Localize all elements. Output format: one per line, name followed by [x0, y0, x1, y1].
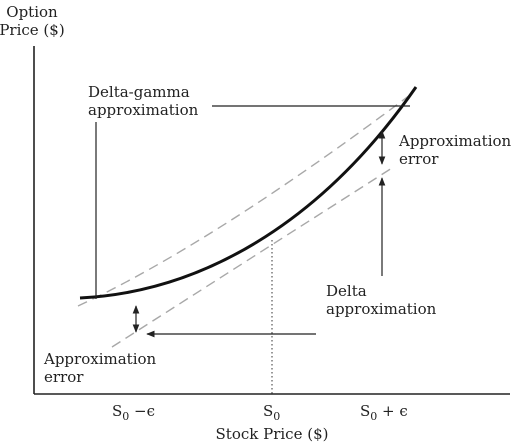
y-axis-title-line1: Option: [6, 3, 58, 21]
delta-label-line1: Delta: [326, 282, 367, 300]
tick-label-s0-minus-epsilon: S0 −ϵ: [112, 402, 155, 423]
top-approximation-error-label-line1: Approximation: [398, 132, 512, 150]
tick-label-s0: S0: [263, 402, 280, 423]
delta-gamma-label-line2: approximation: [88, 101, 199, 119]
tick-label-s0-plus-epsilon: S0 + ϵ: [360, 402, 408, 423]
bottom-approximation-error-label-line1: Approximation: [43, 350, 157, 368]
top-approximation-error-label-line2: error: [399, 150, 439, 168]
delta-gamma-label-line1: Delta-gamma: [88, 83, 190, 101]
y-axis-title-line2: Price ($): [0, 21, 65, 39]
delta-gamma-approximation-curve: [77, 94, 411, 307]
bottom-approximation-error-label-line2: error: [44, 368, 84, 386]
option-price-curve: [79, 86, 418, 300]
delta-label-line2: approximation: [326, 300, 437, 318]
delta-approximation-line: [111, 167, 393, 348]
x-axis-title: Stock Price ($): [216, 425, 329, 443]
